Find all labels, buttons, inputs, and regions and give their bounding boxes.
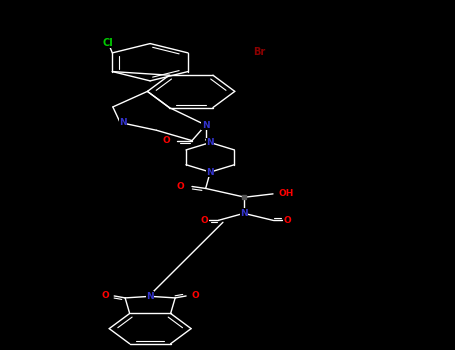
Text: O: O — [191, 292, 199, 300]
Text: N: N — [240, 209, 248, 218]
Text: O: O — [176, 182, 184, 191]
Text: O: O — [201, 216, 209, 225]
Text: N: N — [202, 120, 209, 130]
Text: O: O — [101, 292, 109, 300]
Text: N: N — [147, 292, 154, 301]
Text: N: N — [119, 118, 126, 127]
Text: N: N — [207, 138, 214, 147]
Text: OH: OH — [278, 189, 293, 198]
Text: N: N — [207, 168, 214, 177]
Text: O: O — [283, 216, 292, 225]
Text: Br: Br — [253, 48, 265, 57]
Text: Cl: Cl — [102, 38, 113, 48]
Text: O: O — [162, 136, 171, 145]
